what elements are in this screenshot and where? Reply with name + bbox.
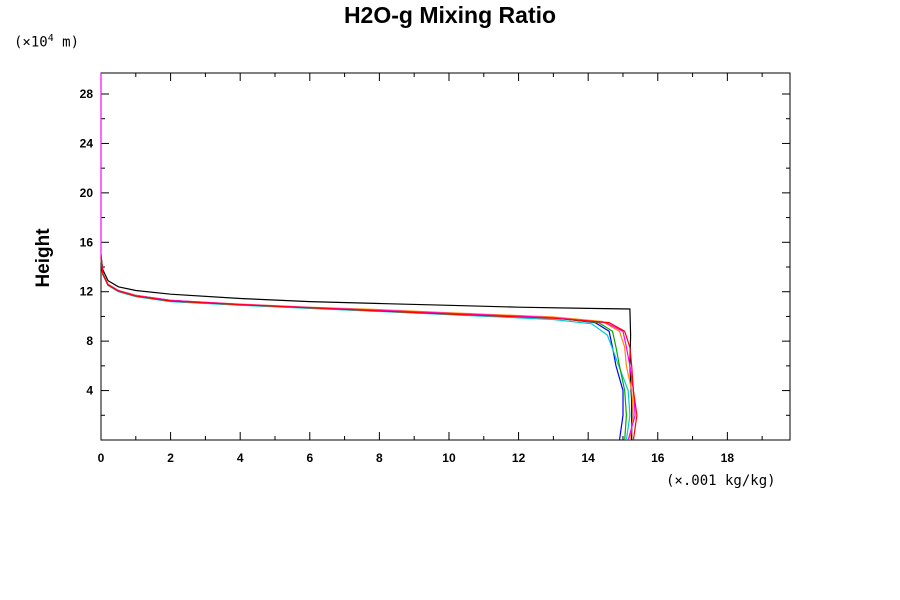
y-tick-label: 24	[80, 136, 94, 150]
x-tick-label: 2	[167, 451, 174, 465]
y-units-prefix: (×10	[14, 34, 48, 51]
y-axis-units: (×104 m)	[14, 33, 79, 51]
series-line-1	[100, 254, 633, 440]
x-tick-label: 4	[237, 451, 244, 465]
x-axis-units: (×.001 kg/kg)	[666, 473, 776, 489]
plot-frame	[100, 72, 791, 441]
x-tick-label: 14	[581, 451, 595, 465]
y-tick-label: 4	[86, 384, 93, 398]
y-tick-label: 12	[80, 285, 94, 299]
series-line-6	[100, 73, 636, 441]
series-line-5	[100, 257, 635, 441]
x-tick-label: 12	[512, 451, 526, 465]
chart-title: H2O-g Mixing Ratio	[343, 2, 557, 28]
y-tick-label: 28	[80, 87, 94, 101]
series-line-4	[100, 257, 628, 441]
x-tick-label: 8	[376, 451, 383, 465]
series-line-3	[100, 258, 631, 441]
series-line-2	[100, 257, 624, 441]
y-tick-label: 20	[80, 186, 94, 200]
y-tick-label: 16	[80, 235, 94, 249]
x-tick-label: 6	[306, 451, 313, 465]
y-tick-label: 8	[86, 334, 93, 348]
x-tick-label: 18	[721, 451, 735, 465]
x-tick-label: 16	[651, 451, 665, 465]
series-line-7	[100, 257, 638, 441]
y-units-exponent: 4	[47, 33, 54, 44]
x-tick-label: 10	[442, 451, 456, 465]
x-tick-label: 0	[98, 451, 105, 465]
y-units-suffix: m)	[53, 34, 80, 51]
